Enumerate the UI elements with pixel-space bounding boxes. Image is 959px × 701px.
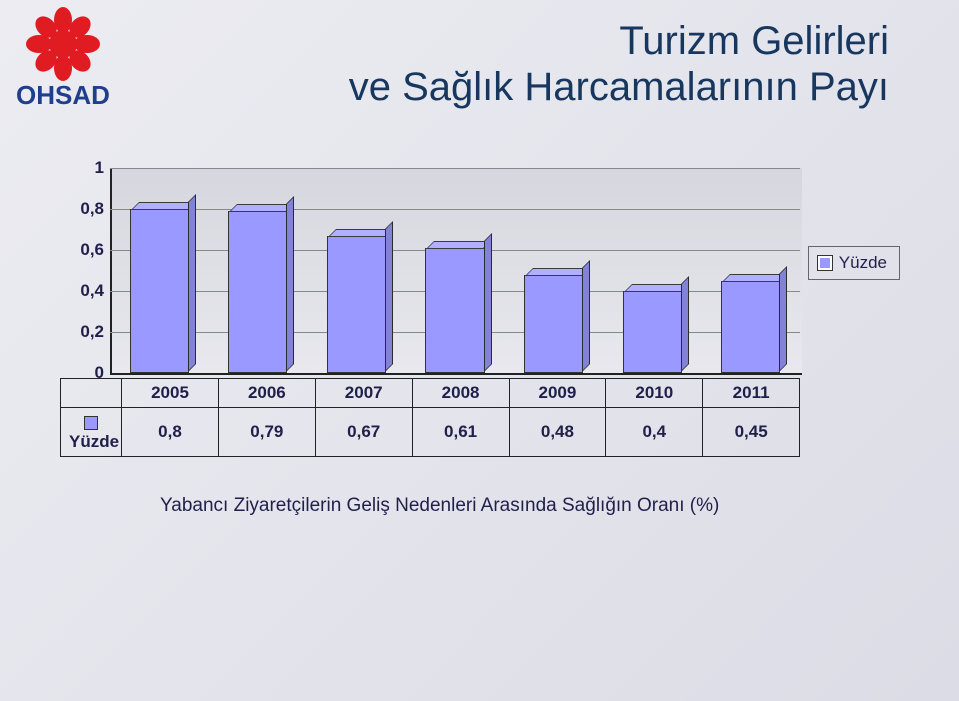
- bar: [228, 211, 287, 373]
- bar-top-face: [328, 229, 393, 237]
- bar: [721, 281, 780, 373]
- bar-side-face: [681, 276, 689, 372]
- category-cell: 2007: [315, 379, 412, 408]
- table-data-row: Yüzde0,80,790,670,610,480,40,45: [61, 408, 800, 457]
- bar: [327, 236, 386, 373]
- series-swatch: [84, 416, 98, 430]
- data-table: 2005200620072008200920102011 Yüzde0,80,7…: [60, 378, 800, 457]
- y-tick-label: 0,6: [60, 240, 104, 260]
- chart: Yüzde 00,20,40,60,81 2005200620072008200…: [60, 168, 900, 468]
- bar: [425, 248, 484, 373]
- category-cell: 2009: [509, 379, 606, 408]
- category-cell: 2010: [606, 379, 703, 408]
- bar-side-face: [779, 266, 787, 372]
- y-tick-label: 0,4: [60, 281, 104, 301]
- bar-side-face: [385, 221, 393, 372]
- value-cell: 0,4: [606, 408, 703, 457]
- bar-top-face: [525, 268, 590, 276]
- title-line1: Turizm Gelirleri: [349, 18, 889, 64]
- title-line2: ve Sağlık Harcamalarının Payı: [349, 64, 889, 110]
- category-cell: 2005: [122, 379, 219, 408]
- slide: OHSAD Turizm Gelirleri ve Sağlık Harcama…: [0, 0, 959, 701]
- bar-top-face: [624, 284, 689, 292]
- value-cell: 0,48: [509, 408, 606, 457]
- bar-top-face: [131, 202, 196, 210]
- logo-text: OHSAD: [16, 80, 110, 110]
- y-tick-label: 0,2: [60, 322, 104, 342]
- caption: Yabancı Ziyaretçilerin Geliş Nedenleri A…: [160, 495, 719, 517]
- value-cell: 0,67: [315, 408, 412, 457]
- category-cell: 2008: [412, 379, 509, 408]
- y-tick-label: 1: [60, 158, 104, 178]
- plot-area: [110, 168, 800, 373]
- value-cell: 0,8: [122, 408, 219, 457]
- bar-top-face: [229, 204, 294, 212]
- value-cell: 0,79: [218, 408, 315, 457]
- series-row-header: Yüzde: [61, 408, 122, 457]
- bar-side-face: [286, 196, 294, 372]
- bar: [524, 275, 583, 373]
- value-cell: 0,61: [412, 408, 509, 457]
- legend-swatch: [817, 255, 833, 271]
- bar-side-face: [188, 194, 196, 372]
- legend: Yüzde: [808, 246, 900, 280]
- bar-side-face: [484, 233, 492, 372]
- bar: [623, 291, 682, 373]
- ohsad-logo: OHSAD: [8, 6, 138, 116]
- table-corner-cell: [61, 379, 122, 408]
- legend-label: Yüzde: [839, 253, 887, 273]
- bar-top-face: [722, 274, 787, 282]
- series-name: Yüzde: [69, 432, 119, 451]
- y-tick-label: 0,8: [60, 199, 104, 219]
- slide-title: Turizm Gelirleri ve Sağlık Harcamalarını…: [349, 18, 889, 110]
- bar-side-face: [582, 260, 590, 372]
- value-cell: 0,45: [703, 408, 800, 457]
- category-cell: 2011: [703, 379, 800, 408]
- category-cell: 2006: [218, 379, 315, 408]
- table-header-row: 2005200620072008200920102011: [61, 379, 800, 408]
- bars-layer: [110, 168, 800, 373]
- bar: [130, 209, 189, 373]
- bar-top-face: [426, 241, 491, 249]
- legend-item: Yüzde: [817, 253, 887, 273]
